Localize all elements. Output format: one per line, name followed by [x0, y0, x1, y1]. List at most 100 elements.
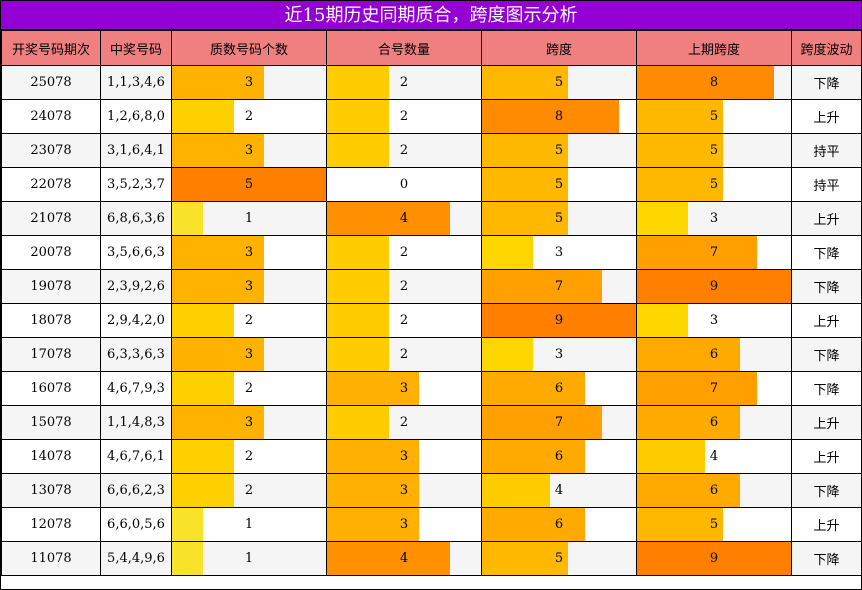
trend-cell: 下降: [791, 371, 862, 406]
header-primes: 质数号码个数: [171, 30, 327, 66]
period-cell: 23078: [1, 133, 101, 168]
trend-cell: 下降: [791, 541, 862, 576]
primes-bar: [172, 372, 234, 405]
trend-cell: 上升: [791, 201, 862, 236]
prev-span-cell: 5: [636, 507, 792, 542]
span-bar: [482, 508, 585, 541]
primes-bar: [172, 304, 234, 337]
span-bar: [482, 270, 602, 303]
composites-value: 2: [399, 109, 409, 124]
composites-value: 3: [399, 483, 409, 498]
numbers-cell: 6,6,6,2,3: [100, 473, 172, 508]
prev-span-cell: 9: [636, 269, 792, 304]
primes-value: 2: [244, 381, 254, 396]
span-cell: 3: [481, 235, 637, 270]
numbers-cell: 4,6,7,6,1: [100, 439, 172, 474]
primes-bar: [172, 270, 265, 303]
primes-value: 1: [244, 551, 254, 566]
composites-bar: [327, 474, 420, 507]
composites-value: 4: [399, 211, 409, 226]
table-row: 17078 6,3,3,6,3 3 2 3 6 下降: [1, 337, 862, 372]
primes-value: 3: [244, 415, 254, 430]
prev-span-value: 4: [709, 449, 719, 464]
primes-value: 1: [244, 517, 254, 532]
prev-span-bar: [637, 270, 791, 303]
composites-cell: 3: [326, 507, 482, 542]
composites-bar: [327, 100, 389, 133]
primes-value: 3: [244, 279, 254, 294]
primes-value: 3: [244, 75, 254, 90]
prev-span-cell: 5: [636, 167, 792, 202]
period-cell: 15078: [1, 405, 101, 440]
period-cell: 18078: [1, 303, 101, 338]
composites-bar: [327, 304, 389, 337]
prev-span-cell: 5: [636, 99, 792, 134]
composites-cell: 0: [326, 167, 482, 202]
primes-value: 3: [244, 245, 254, 260]
period-cell: 17078: [1, 337, 101, 372]
trend-cell: 下降: [791, 473, 862, 508]
primes-cell: 2: [171, 371, 327, 406]
period-cell: 25078: [1, 65, 101, 100]
numbers-cell: 1,2,6,8,0: [100, 99, 172, 134]
prev-span-cell: 7: [636, 371, 792, 406]
trend-cell: 下降: [791, 337, 862, 372]
span-value: 6: [554, 381, 564, 396]
span-value: 7: [554, 415, 564, 430]
prev-span-cell: 6: [636, 337, 792, 372]
primes-bar: [172, 134, 265, 167]
composites-bar: [327, 338, 389, 371]
primes-cell: 2: [171, 439, 327, 474]
primes-bar: [172, 100, 234, 133]
prev-span-bar: [637, 406, 740, 439]
span-bar: [482, 542, 568, 575]
header-trend: 跨度波动: [791, 30, 862, 66]
composites-value: 3: [399, 381, 409, 396]
span-value: 4: [554, 483, 564, 498]
primes-cell: 3: [171, 269, 327, 304]
prev-span-bar: [637, 474, 740, 507]
span-value: 6: [554, 449, 564, 464]
prev-span-value: 7: [709, 381, 719, 396]
span-value: 5: [554, 75, 564, 90]
prev-span-value: 5: [709, 517, 719, 532]
table-row: 16078 4,6,7,9,3 2 3 6 7 下降: [1, 371, 862, 406]
primes-value: 2: [244, 109, 254, 124]
table-row: 18078 2,9,4,2,0 2 2 9 3 上升: [1, 303, 862, 338]
trend-cell: 上升: [791, 99, 862, 134]
span-bar: [482, 66, 568, 99]
span-bar: [482, 406, 602, 439]
trend-cell: 下降: [791, 65, 862, 100]
span-bar: [482, 372, 585, 405]
primes-value: 2: [244, 483, 254, 498]
composites-bar: [327, 372, 420, 405]
span-bar: [482, 202, 568, 235]
numbers-cell: 1,1,4,8,3: [100, 405, 172, 440]
primes-bar: [172, 474, 234, 507]
period-cell: 22078: [1, 167, 101, 202]
prev-span-value: 5: [709, 109, 719, 124]
composites-cell: 4: [326, 201, 482, 236]
table-row: 24078 1,2,6,8,0 2 2 8 5 上升: [1, 99, 862, 134]
numbers-cell: 6,8,6,3,6: [100, 201, 172, 236]
span-cell: 5: [481, 167, 637, 202]
span-cell: 6: [481, 371, 637, 406]
numbers-cell: 6,6,0,5,6: [100, 507, 172, 542]
span-cell: 7: [481, 405, 637, 440]
trend-cell: 上升: [791, 405, 862, 440]
table-row: 13078 6,6,6,2,3 2 3 4 6 下降: [1, 473, 862, 508]
composites-value: 3: [399, 449, 409, 464]
span-cell: 5: [481, 541, 637, 576]
trend-cell: 上升: [791, 303, 862, 338]
prev-span-cell: 3: [636, 303, 792, 338]
primes-bar: [172, 338, 265, 371]
primes-cell: 3: [171, 235, 327, 270]
composites-bar: [327, 66, 389, 99]
header-prev-span: 上期跨度: [636, 30, 792, 66]
span-bar: [482, 338, 534, 371]
period-cell: 19078: [1, 269, 101, 304]
composites-value: 2: [399, 313, 409, 328]
table-row: 20078 3,5,6,6,3 3 2 3 7 下降: [1, 235, 862, 270]
span-value: 7: [554, 279, 564, 294]
span-cell: 7: [481, 269, 637, 304]
